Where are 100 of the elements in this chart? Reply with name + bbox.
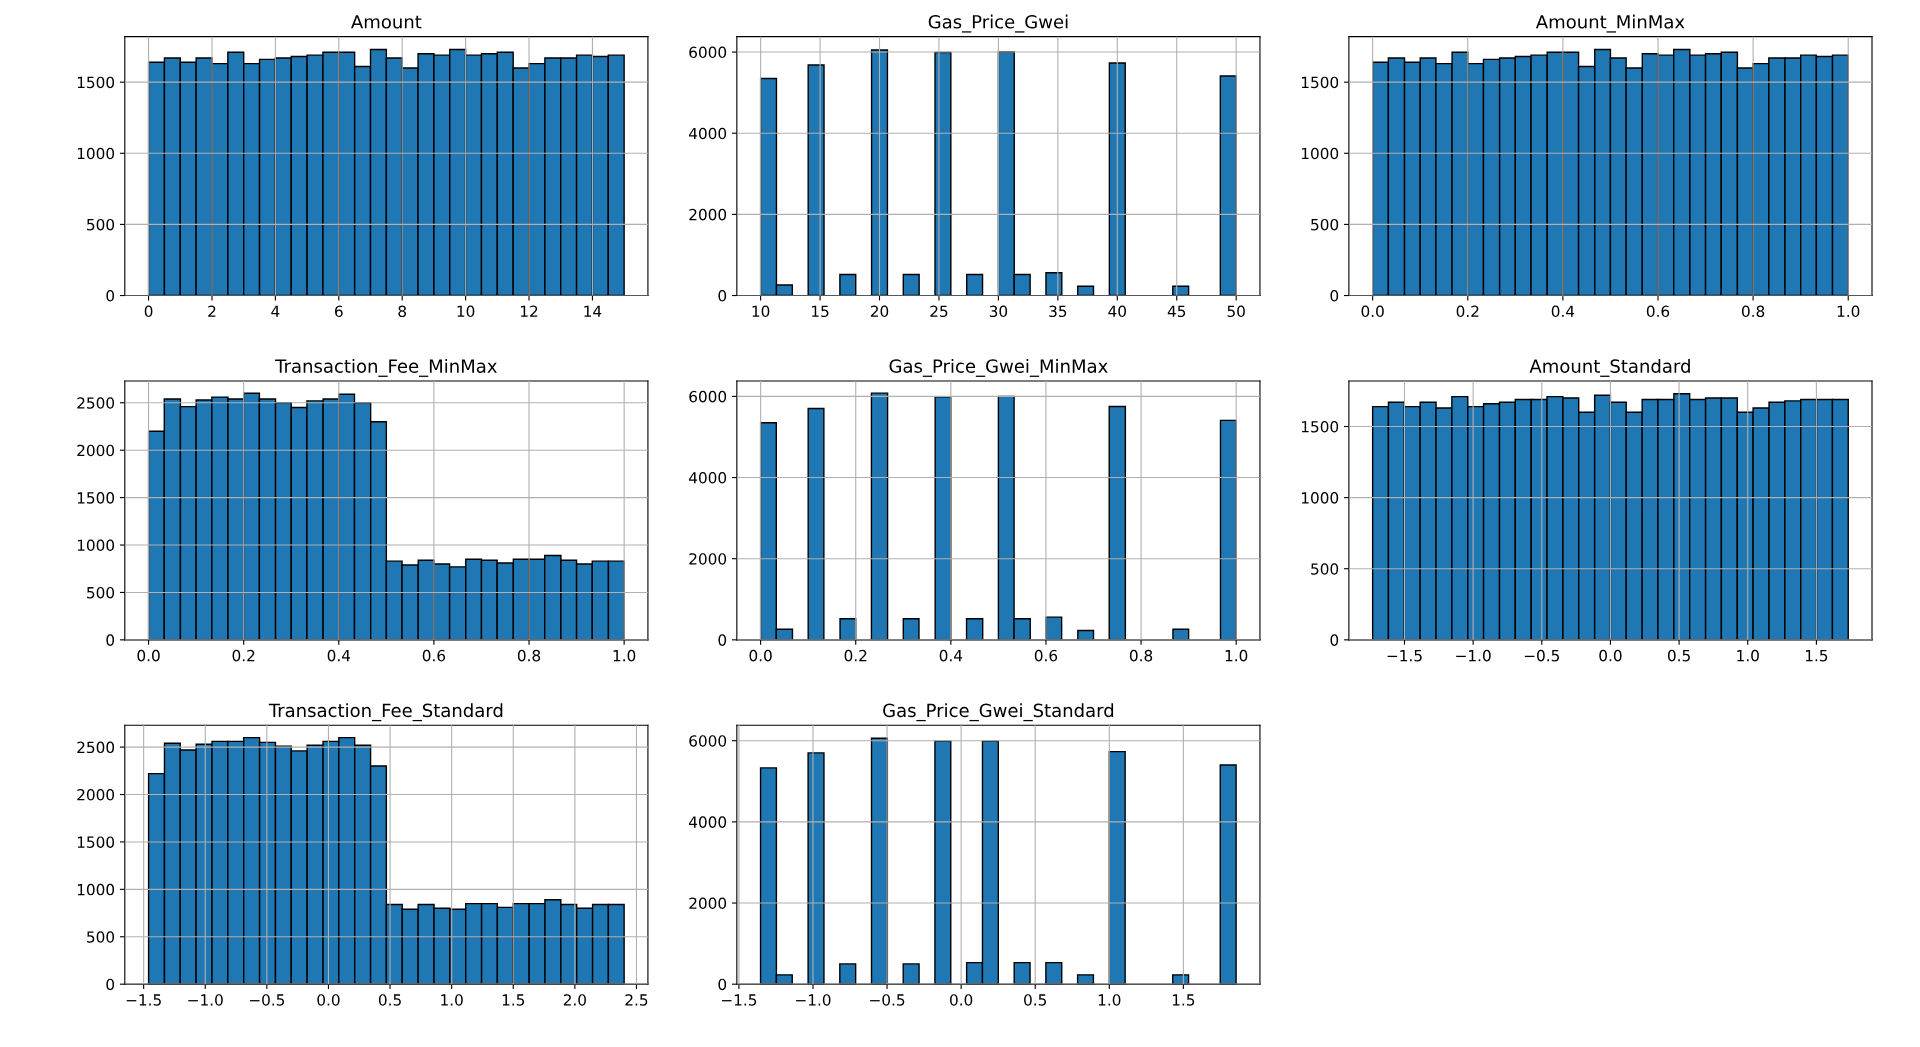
y-tick-label: 1000 xyxy=(1301,492,1339,504)
y-tick-label: 4000 xyxy=(688,472,727,484)
chart-title: Transaction_Fee_MinMax xyxy=(275,358,497,377)
x-tick-label: 1.0 xyxy=(613,649,636,662)
x-tick-label: 45 xyxy=(1167,305,1186,318)
x-tick-label: −1.5 xyxy=(1387,650,1422,662)
x-tick-label: 0.8 xyxy=(517,649,541,662)
y-tick-label: 2500 xyxy=(77,397,115,409)
x-tick-label: 0.2 xyxy=(232,649,255,662)
y-tick-label: 1500 xyxy=(1301,76,1339,89)
x-tick-label: 0.6 xyxy=(422,649,446,662)
y-tick-label: 0 xyxy=(718,978,727,991)
y-tick-label: 0 xyxy=(718,634,727,646)
x-tick-label: 0.2 xyxy=(1456,305,1479,318)
y-tick-label: 2000 xyxy=(689,208,727,221)
y-tick-label: 1000 xyxy=(1301,147,1339,160)
x-tick-label: 0.0 xyxy=(1599,649,1622,662)
chart-title: Gas_Price_Gwei_MinMax xyxy=(889,358,1108,377)
y-tick-label: 4000 xyxy=(688,816,727,828)
x-tick-label: 14 xyxy=(584,305,602,317)
x-tick-label: −1.5 xyxy=(126,994,161,1006)
y-tick-label: 6000 xyxy=(689,735,727,747)
x-tick-label: 2.5 xyxy=(625,994,648,1006)
x-tick-label: 0.4 xyxy=(327,649,351,662)
y-tick-label: 500 xyxy=(1311,218,1339,231)
chart-title: Amount_Standard xyxy=(1529,358,1690,377)
y-tick-label: 0 xyxy=(1330,290,1339,302)
x-tick-label: 10 xyxy=(457,305,475,318)
y-tick-label: 1500 xyxy=(77,836,115,848)
y-tick-label: 2000 xyxy=(77,444,115,457)
y-tick-label: 2000 xyxy=(689,897,727,910)
y-tick-label: 0 xyxy=(718,290,727,302)
x-tick-label: 0.0 xyxy=(950,994,973,1006)
x-tick-label: 0 xyxy=(144,305,153,318)
x-tick-label: 35 xyxy=(1049,305,1067,318)
y-tick-label: 1000 xyxy=(77,539,115,552)
x-tick-label: 0.0 xyxy=(317,994,340,1006)
x-tick-label: 1.5 xyxy=(502,994,525,1006)
x-tick-label: 0.4 xyxy=(1551,305,1575,318)
y-tick-label: 1000 xyxy=(77,147,115,160)
x-tick-label: 0.5 xyxy=(1667,649,1690,662)
x-tick-label: 20 xyxy=(870,305,889,318)
y-tick-label: 500 xyxy=(87,218,115,231)
y-tick-label: 1500 xyxy=(1301,420,1339,433)
x-tick-label: 1.5 xyxy=(1172,994,1195,1006)
x-tick-label: 0.0 xyxy=(749,649,772,662)
y-tick-label: 0 xyxy=(1330,634,1339,646)
y-tick-label: 1500 xyxy=(77,492,115,504)
x-tick-label: 1.0 xyxy=(1225,649,1248,662)
x-tick-label: 0.0 xyxy=(1361,305,1384,318)
x-tick-label: 0.0 xyxy=(137,649,160,662)
x-tick-label: 10 xyxy=(752,305,770,318)
x-tick-label: 6 xyxy=(335,305,343,318)
x-tick-label: −1.5 xyxy=(721,994,757,1006)
x-tick-label: 1.0 xyxy=(1837,305,1860,318)
x-tick-label: −1.0 xyxy=(796,994,831,1006)
x-tick-label: 25 xyxy=(930,305,948,318)
y-tick-label: 2500 xyxy=(77,741,115,754)
x-tick-label: 2.0 xyxy=(563,994,586,1006)
y-tick-label: 1000 xyxy=(77,883,115,896)
y-tick-label: 1500 xyxy=(77,76,115,89)
x-tick-label: 1.5 xyxy=(1805,650,1828,662)
y-tick-label: 4000 xyxy=(688,127,727,140)
x-tick-label: −1.0 xyxy=(188,994,223,1006)
x-tick-label: 30 xyxy=(989,305,1008,318)
x-tick-label: 0.6 xyxy=(1646,305,1670,318)
x-tick-label: 0.5 xyxy=(1024,994,1047,1006)
y-tick-label: 6000 xyxy=(689,46,727,59)
x-tick-label: 40 xyxy=(1108,305,1126,318)
x-tick-label: −1.0 xyxy=(1456,649,1491,662)
chart-title: Transaction_Fee_Standard xyxy=(268,703,503,722)
x-tick-label: 1.0 xyxy=(1098,994,1121,1006)
chart-title: Amount_MinMax xyxy=(1535,14,1685,33)
x-tick-label: 4 xyxy=(271,305,280,317)
x-tick-label: 12 xyxy=(520,305,538,317)
x-tick-label: 2 xyxy=(208,305,216,317)
chart-title: Amount xyxy=(351,15,422,29)
x-tick-label: 1.0 xyxy=(441,994,463,1006)
x-tick-label: −0.5 xyxy=(249,994,285,1006)
x-tick-label: 0.8 xyxy=(1741,305,1765,318)
x-tick-label: −0.5 xyxy=(870,994,905,1006)
x-tick-label: 0.5 xyxy=(378,994,401,1006)
x-tick-label: 1.0 xyxy=(1737,649,1759,662)
y-tick-label: 500 xyxy=(1311,563,1339,575)
y-tick-label: 6000 xyxy=(689,390,727,403)
x-tick-label: 8 xyxy=(398,305,407,318)
x-tick-label: −0.5 xyxy=(1524,649,1560,662)
y-tick-label: 500 xyxy=(87,586,115,599)
x-tick-label: 0.2 xyxy=(844,649,867,662)
y-tick-label: 2000 xyxy=(689,553,727,565)
x-tick-label: 50 xyxy=(1227,305,1245,318)
x-tick-label: 15 xyxy=(812,305,829,318)
x-tick-label: 0.6 xyxy=(1034,649,1058,662)
x-tick-label: 0.8 xyxy=(1129,649,1153,662)
chart-title: Gas_Price_Gwei xyxy=(928,14,1068,33)
y-tick-label: 0 xyxy=(106,290,115,302)
y-tick-label: 2000 xyxy=(77,788,115,801)
chart-title: Gas_Price_Gwei_Standard xyxy=(883,703,1114,722)
y-tick-label: 0 xyxy=(106,634,115,646)
x-tick-label: 0.4 xyxy=(939,649,963,662)
